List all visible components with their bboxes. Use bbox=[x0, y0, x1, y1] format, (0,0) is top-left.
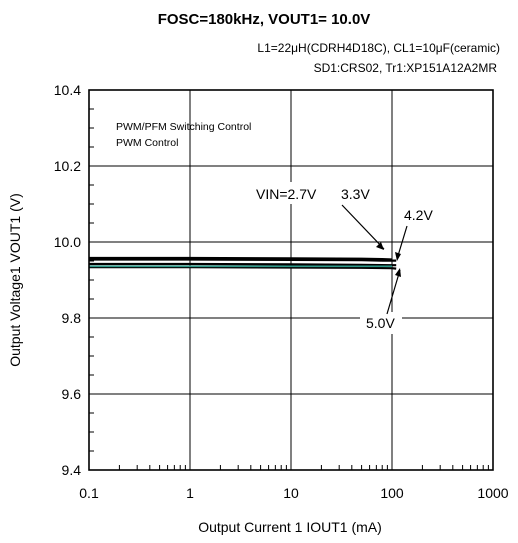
x-tick-label: 1000 bbox=[477, 485, 508, 501]
annotation-4v2: 4.2V bbox=[404, 207, 433, 223]
y-tick-label: 10.0 bbox=[54, 234, 81, 250]
arrow-5v0 bbox=[386, 269, 401, 315]
y-tick-label: 10.2 bbox=[54, 158, 81, 174]
arrow-3v3 bbox=[341, 204, 385, 250]
annotation-5v0: 5.0V bbox=[366, 315, 395, 331]
annotation-vin-bg bbox=[254, 182, 376, 204]
x-tick-labels: 0.1 1 10 100 1000 bbox=[79, 485, 509, 501]
note-pwm: PWM Control bbox=[116, 137, 178, 149]
x-tick-label: 10 bbox=[283, 485, 299, 501]
annotation-vin: VIN=2.7V bbox=[256, 186, 317, 202]
annotations: VIN=2.7V 3.3V 4.2V 5.0V bbox=[254, 182, 442, 334]
x-axis-label: Output Current 1 IOUT1 (mA) bbox=[198, 519, 382, 535]
y-tick-label: 10.4 bbox=[54, 82, 81, 98]
series-line-4-2v bbox=[89, 262, 397, 267]
plot-frame bbox=[88, 89, 494, 471]
curves bbox=[89, 256, 397, 270]
y-tick-label: 9.4 bbox=[62, 462, 82, 478]
y-tick-label: 9.6 bbox=[62, 386, 82, 402]
x-tick-label: 100 bbox=[380, 485, 404, 501]
annotation-5v0-bg bbox=[360, 312, 402, 334]
conditions-line-2: SD1:CRS02, Tr1:XP151A12A2MR bbox=[314, 61, 498, 75]
series-line-vin-2-7v bbox=[89, 256, 393, 261]
x-tick-label: 1 bbox=[186, 485, 194, 501]
arrowhead-3v3 bbox=[376, 242, 384, 250]
y-tick-label: 9.8 bbox=[62, 310, 82, 326]
y-axis-label: Output Voltage1 VOUT1 (V) bbox=[7, 193, 23, 367]
note-pwm-pfm: PWM/PFM Switching Control bbox=[116, 121, 251, 133]
series-line-5-0v bbox=[89, 266, 397, 270]
series-line-3-3v bbox=[89, 258, 397, 262]
annotation-3v3: 3.3V bbox=[341, 186, 370, 202]
annotation-4v2-bg bbox=[400, 204, 442, 226]
x-tick-label: 0.1 bbox=[79, 485, 99, 501]
y-tick-labels: 9.4 9.6 9.8 10.0 10.2 10.4 bbox=[54, 82, 81, 478]
arrowhead-5v0 bbox=[395, 268, 401, 277]
arrowhead-4v2 bbox=[395, 252, 401, 261]
conditions-line-1: L1=22μH(CDRH4D18C), CL1=10μF(ceramic) bbox=[257, 41, 500, 55]
chart-title: FOSC=180kHz, VOUT1= 10.0V bbox=[158, 11, 371, 28]
